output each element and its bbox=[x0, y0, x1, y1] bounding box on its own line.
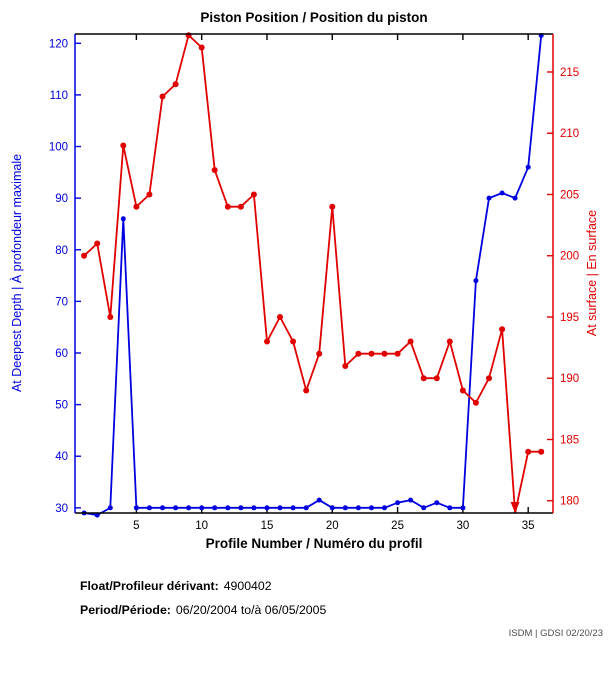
x-axis-label: Profile Number / Numéro du profil bbox=[205, 536, 423, 551]
svg-text:40: 40 bbox=[55, 451, 68, 463]
svg-text:30: 30 bbox=[55, 503, 68, 515]
svg-text:30: 30 bbox=[456, 520, 469, 532]
chart-title: Piston Position / Position du piston bbox=[200, 10, 428, 25]
right-axis-ticks: 180 185 190 195 200 205 210 215 bbox=[547, 67, 579, 508]
credit-text: ISDM | GDSI 02/20/23 bbox=[508, 628, 603, 639]
float-id-line: Float/Profileur dérivant: 4900402 bbox=[80, 579, 272, 593]
series-surface bbox=[81, 32, 545, 514]
float-value: 4900402 bbox=[223, 579, 272, 593]
svg-text:35: 35 bbox=[522, 520, 535, 532]
axis-box bbox=[74, 33, 554, 514]
svg-text:200: 200 bbox=[560, 251, 579, 263]
svg-text:10: 10 bbox=[195, 520, 208, 532]
svg-text:180: 180 bbox=[560, 496, 579, 508]
svg-text:120: 120 bbox=[49, 38, 68, 50]
svg-text:60: 60 bbox=[55, 348, 68, 360]
svg-text:185: 185 bbox=[560, 434, 579, 446]
svg-text:90: 90 bbox=[55, 193, 68, 205]
series-deepest-depth bbox=[81, 33, 544, 518]
svg-text:15: 15 bbox=[261, 520, 274, 532]
left-axis-ticks: 30 40 50 60 70 80 90 100 110 120 bbox=[49, 38, 81, 515]
svg-text:215: 215 bbox=[560, 67, 579, 79]
svg-text:70: 70 bbox=[55, 296, 68, 308]
period-label: Period/Période: bbox=[80, 603, 171, 617]
float-label: Float/Profileur dérivant: bbox=[80, 579, 219, 593]
svg-text:190: 190 bbox=[560, 373, 579, 385]
svg-text:20: 20 bbox=[326, 520, 339, 532]
svg-text:50: 50 bbox=[55, 400, 68, 412]
svg-text:25: 25 bbox=[391, 520, 404, 532]
clipped-down-arrow-marker bbox=[510, 502, 520, 513]
svg-text:210: 210 bbox=[560, 128, 579, 140]
period-line: Period/Période: 06/20/2004 to/à 06/05/200… bbox=[80, 603, 326, 617]
svg-text:205: 205 bbox=[560, 189, 579, 201]
svg-text:5: 5 bbox=[133, 520, 139, 532]
svg-text:80: 80 bbox=[55, 245, 68, 257]
x-axis-ticks: 5 10 15 20 25 30 35 bbox=[133, 34, 535, 532]
svg-text:100: 100 bbox=[49, 142, 68, 154]
svg-text:110: 110 bbox=[50, 90, 68, 102]
period-value: 06/20/2004 to/à 06/05/2005 bbox=[175, 603, 327, 617]
svg-text:195: 195 bbox=[560, 312, 579, 324]
